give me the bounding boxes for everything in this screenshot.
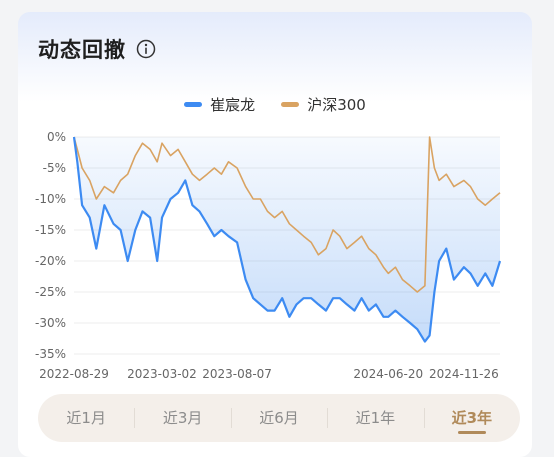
tab-3-months[interactable]: 近3月	[134, 394, 230, 442]
drawdown-card: 动态回撤 崔宸龙 沪深300 0% -5% -10% -15% -20% -25% -30%…	[18, 12, 532, 457]
y-tick-label: -25%	[35, 285, 66, 299]
x-tick-label: 2023-03-02	[127, 367, 197, 381]
x-tick-label: 2023-08-07	[202, 367, 272, 381]
card-title: 动态回撤	[38, 38, 126, 62]
y-tick-label: -5%	[43, 161, 66, 175]
legend-label-index: 沪深300	[307, 96, 366, 114]
y-tick-label: -20%	[35, 254, 66, 268]
chart-legend: 崔宸龙 沪深300	[18, 94, 532, 115]
tab-6-months[interactable]: 近6月	[230, 394, 327, 442]
drawdown-chart: 0% -5% -10% -15% -20% -25% -30% -35% 2022-08-29 2…	[35, 130, 502, 381]
y-tick-label: -30%	[35, 316, 66, 330]
series-line-fund	[72, 136, 502, 343]
series-line-index	[73, 136, 501, 293]
x-tick-label: 2024-11-26	[429, 367, 499, 381]
y-tick-label: -10%	[35, 192, 66, 206]
tab-1-year[interactable]: 近1年	[327, 394, 423, 442]
legend-swatch-index	[281, 102, 300, 107]
period-tabs: 近1月 近3月 近6月 近1年 近3年	[38, 394, 520, 442]
card-header: 动态回撤	[38, 34, 156, 64]
legend-item-index[interactable]: 沪深300	[281, 94, 366, 115]
y-tick-label: 0%	[47, 130, 66, 144]
info-icon[interactable]	[136, 39, 156, 59]
x-tick-label: 2022-08-29	[39, 367, 109, 381]
x-tick-label: 2024-06-20	[353, 367, 423, 381]
legend-item-fund[interactable]: 崔宸龙	[184, 94, 255, 115]
tab-1-month[interactable]: 近1月	[66, 409, 106, 427]
y-tick-label: -15%	[35, 223, 66, 237]
y-tick-label: -35%	[35, 347, 66, 361]
legend-swatch-fund	[184, 102, 203, 107]
legend-label-fund: 崔宸龙	[210, 96, 256, 114]
tab-3-years[interactable]: 近3年	[423, 394, 520, 442]
